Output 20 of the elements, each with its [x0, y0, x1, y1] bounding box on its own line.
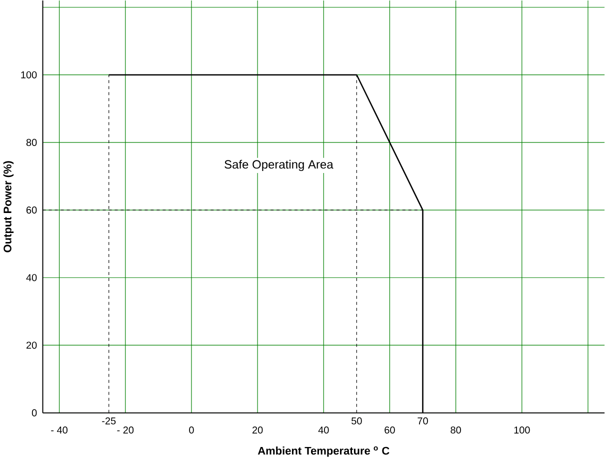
y-tick-label: 0 — [32, 409, 37, 416]
x-tick-label: - 20 — [117, 426, 134, 434]
x-tick-label: 100 — [514, 426, 530, 434]
x-tick-label: 0 — [189, 426, 194, 434]
annotation: 50 — [352, 417, 362, 424]
annotation: Safe Operating Area — [224, 160, 334, 171]
x-tick-label: 80 — [450, 426, 461, 434]
y-tick-label: 80 — [26, 138, 37, 146]
x-tick-label: 40 — [318, 426, 329, 434]
annotation: -25 — [102, 417, 116, 424]
x-tick-label: 20 — [252, 426, 263, 434]
x-axis-title: Ambient Temperature $^{o}$ C — [258, 446, 390, 457]
annotation: 70 — [418, 417, 428, 424]
y-tick-label: 20 — [26, 342, 37, 349]
y-tick-label: 40 — [26, 274, 37, 282]
y-tick-label: 100 — [21, 71, 37, 78]
y-tick-label: 60 — [26, 206, 37, 214]
x-tick-label: 60 — [384, 426, 395, 434]
y-axis-title: Output Power (%) — [3, 161, 14, 252]
x-tick-label: - 40 — [51, 426, 68, 434]
